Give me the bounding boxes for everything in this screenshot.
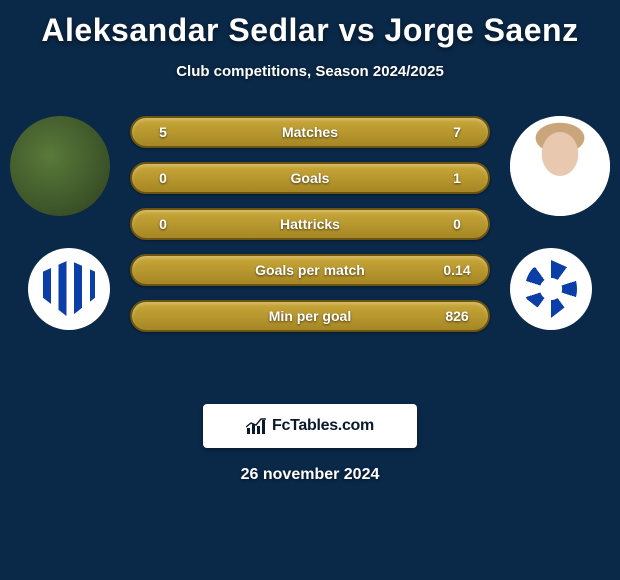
stat-label: Goals per match [255, 262, 365, 278]
stat-right-value: 0.14 [442, 262, 472, 278]
stat-label: Hattricks [280, 216, 340, 232]
chart-icon [246, 418, 266, 434]
stat-bar-goals-per-match: Goals per match 0.14 [130, 254, 490, 286]
stats-area: 5 Matches 7 0 Goals 1 0 Hattricks 0 Goal… [0, 116, 620, 376]
club-left-logo [28, 248, 110, 330]
stat-bar-goals: 0 Goals 1 [130, 162, 490, 194]
stat-label: Matches [282, 124, 338, 140]
stat-label: Min per goal [269, 308, 351, 324]
club-right-shield-icon [525, 260, 577, 318]
stat-right-value: 826 [442, 308, 472, 324]
stat-label: Goals [291, 170, 330, 186]
stat-left-value: 0 [148, 170, 178, 186]
stat-right-value: 7 [442, 124, 472, 140]
stat-left-value: 0 [148, 216, 178, 232]
date-line: 26 november 2024 [0, 466, 620, 484]
brand-text: FcTables.com [272, 417, 374, 435]
club-left-shield-icon [43, 260, 95, 318]
brand-box: FcTables.com [203, 404, 417, 448]
club-right-logo [510, 248, 592, 330]
stat-bar-hattricks: 0 Hattricks 0 [130, 208, 490, 240]
player-left-avatar [10, 116, 110, 216]
stat-right-value: 1 [442, 170, 472, 186]
stat-bar-matches: 5 Matches 7 [130, 116, 490, 148]
page-title: Aleksandar Sedlar vs Jorge Saenz [0, 0, 620, 49]
stat-left-value: 5 [148, 124, 178, 140]
stat-right-value: 0 [442, 216, 472, 232]
player-right-avatar [510, 116, 610, 216]
stat-bars: 5 Matches 7 0 Goals 1 0 Hattricks 0 Goal… [130, 116, 490, 332]
stat-bar-min-per-goal: Min per goal 826 [130, 300, 490, 332]
page-subtitle: Club competitions, Season 2024/2025 [0, 63, 620, 80]
